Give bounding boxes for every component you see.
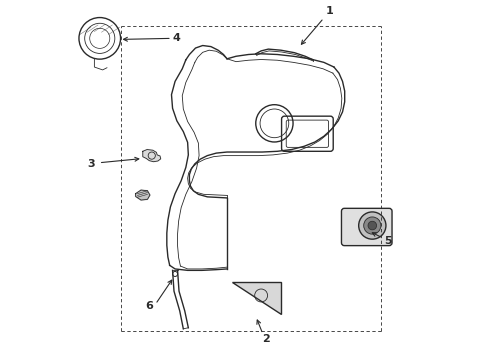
Polygon shape bbox=[143, 149, 161, 162]
Polygon shape bbox=[136, 190, 150, 200]
Circle shape bbox=[172, 271, 177, 276]
Text: 5: 5 bbox=[384, 236, 392, 246]
Text: 2: 2 bbox=[262, 333, 270, 343]
Circle shape bbox=[364, 217, 381, 234]
Circle shape bbox=[359, 212, 386, 239]
Text: 1: 1 bbox=[325, 6, 333, 16]
Text: 3: 3 bbox=[88, 159, 95, 169]
Text: 4: 4 bbox=[173, 33, 181, 43]
Circle shape bbox=[368, 221, 377, 230]
Text: 6: 6 bbox=[146, 301, 153, 311]
Polygon shape bbox=[232, 282, 281, 315]
FancyBboxPatch shape bbox=[342, 208, 392, 246]
